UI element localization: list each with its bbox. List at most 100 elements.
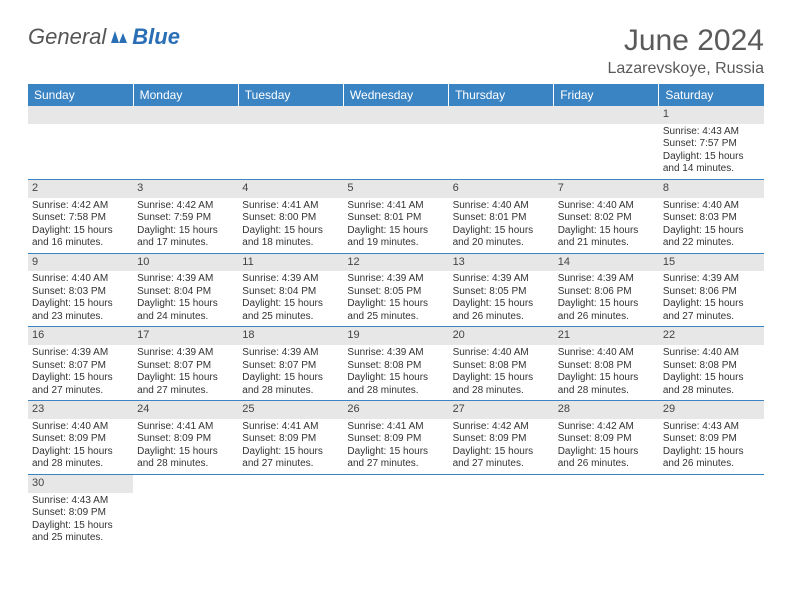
day-detail-line: Daylight: 15 hours: [558, 298, 655, 311]
day-header: Saturday: [659, 84, 764, 106]
day-detail-line: Daylight: 15 hours: [663, 446, 760, 459]
day-number: 17: [133, 327, 238, 345]
day-detail-line: Sunrise: 4:40 AM: [453, 347, 550, 360]
day-header: Thursday: [449, 84, 554, 106]
day-header: Friday: [554, 84, 659, 106]
empty-day-bar: [554, 106, 659, 124]
calendar-cell: 26Sunrise: 4:41 AMSunset: 8:09 PMDayligh…: [343, 401, 448, 475]
day-detail-line: Daylight: 15 hours: [453, 298, 550, 311]
day-detail-line: Daylight: 15 hours: [242, 446, 339, 459]
day-number: 26: [343, 401, 448, 419]
calendar-cell: 27Sunrise: 4:42 AMSunset: 8:09 PMDayligh…: [449, 401, 554, 475]
day-detail-line: Sunrise: 4:40 AM: [663, 200, 760, 213]
day-detail-line: Sunset: 8:07 PM: [242, 360, 339, 373]
day-detail-line: Daylight: 15 hours: [663, 225, 760, 238]
day-number: 20: [449, 327, 554, 345]
day-detail-line: Daylight: 15 hours: [347, 225, 444, 238]
day-details: Sunrise: 4:39 AMSunset: 8:04 PMDaylight:…: [137, 273, 234, 323]
day-detail-line: Daylight: 15 hours: [453, 225, 550, 238]
day-details: Sunrise: 4:40 AMSunset: 8:08 PMDaylight:…: [558, 347, 655, 397]
day-detail-line: and 20 minutes.: [453, 237, 550, 250]
day-number: 28: [554, 401, 659, 419]
day-detail-line: Sunrise: 4:43 AM: [32, 495, 129, 508]
logo-text-general: General: [28, 24, 106, 50]
day-detail-line: Daylight: 15 hours: [242, 225, 339, 238]
day-details: Sunrise: 4:42 AMSunset: 7:59 PMDaylight:…: [137, 200, 234, 250]
calendar-week-row: 2Sunrise: 4:42 AMSunset: 7:58 PMDaylight…: [28, 179, 764, 253]
day-detail-line: and 28 minutes.: [242, 385, 339, 398]
day-detail-line: Daylight: 15 hours: [137, 225, 234, 238]
day-details: Sunrise: 4:43 AMSunset: 8:09 PMDaylight:…: [32, 495, 129, 545]
title-block: June 2024 Lazarevskoye, Russia: [607, 24, 764, 78]
calendar-cell: 2Sunrise: 4:42 AMSunset: 7:58 PMDaylight…: [28, 179, 133, 253]
day-detail-line: Sunrise: 4:40 AM: [32, 421, 129, 434]
day-detail-line: Daylight: 15 hours: [242, 298, 339, 311]
day-detail-line: and 26 minutes.: [558, 311, 655, 324]
day-detail-line: Sunset: 8:06 PM: [663, 286, 760, 299]
calendar-cell: 15Sunrise: 4:39 AMSunset: 8:06 PMDayligh…: [659, 253, 764, 327]
day-details: Sunrise: 4:40 AMSunset: 8:01 PMDaylight:…: [453, 200, 550, 250]
day-detail-line: Sunset: 8:01 PM: [453, 212, 550, 225]
calendar-week-row: 16 Sunrise: 4:39 AMSunset: 8:07 PMDayligh…: [28, 327, 764, 401]
day-detail-line: Sunset: 8:07 PM: [32, 360, 129, 373]
day-number: 3: [133, 180, 238, 198]
day-detail-line: Sunset: 8:07 PM: [137, 360, 234, 373]
day-detail-line: and 25 minutes.: [242, 311, 339, 324]
day-details: Sunrise: 4:39 AMSunset: 8:04 PMDaylight:…: [242, 273, 339, 323]
empty-day-bar: [238, 106, 343, 124]
day-detail-line: and 27 minutes.: [663, 311, 760, 324]
day-detail-line: and 28 minutes.: [32, 458, 129, 471]
day-number: 9: [28, 254, 133, 272]
calendar-cell: [449, 474, 554, 547]
day-details: Sunrise: 4:39 AMSunset: 8:06 PMDaylight:…: [663, 273, 760, 323]
calendar-head: SundayMondayTuesdayWednesdayThursdayFrid…: [28, 84, 764, 106]
day-detail-line: Sunset: 8:09 PM: [32, 433, 129, 446]
day-number: 15: [659, 254, 764, 272]
calendar-cell: 12Sunrise: 4:39 AMSunset: 8:05 PMDayligh…: [343, 253, 448, 327]
day-detail-line: and 27 minutes.: [347, 458, 444, 471]
day-detail-line: Sunrise: 4:39 AM: [453, 273, 550, 286]
day-number: 6: [449, 180, 554, 198]
logo-flag-icon: [110, 29, 130, 45]
day-detail-line: Sunset: 8:00 PM: [242, 212, 339, 225]
day-details: Sunrise: 4:39 AMSunset: 8:07 PMDaylight:…: [242, 347, 339, 397]
day-detail-line: Sunset: 8:08 PM: [347, 360, 444, 373]
day-details: Sunrise: 4:43 AMSunset: 7:57 PMDaylight:…: [663, 126, 760, 176]
calendar-cell: 30Sunrise: 4:43 AMSunset: 8:09 PMDayligh…: [28, 474, 133, 547]
day-detail-line: Sunset: 8:01 PM: [347, 212, 444, 225]
day-number: 5: [343, 180, 448, 198]
day-detail-line: and 14 minutes.: [663, 163, 760, 176]
day-number: 24: [133, 401, 238, 419]
day-detail-line: Sunset: 8:05 PM: [347, 286, 444, 299]
calendar-cell: 21Sunrise: 4:40 AMSunset: 8:08 PMDayligh…: [554, 327, 659, 401]
calendar-cell: [238, 106, 343, 179]
day-detail-line: Sunset: 8:08 PM: [663, 360, 760, 373]
day-detail-line: Sunset: 8:09 PM: [453, 433, 550, 446]
calendar-cell: 5Sunrise: 4:41 AMSunset: 8:01 PMDaylight…: [343, 179, 448, 253]
day-detail-line: Sunset: 8:03 PM: [663, 212, 760, 225]
day-detail-line: and 23 minutes.: [32, 311, 129, 324]
day-number: 16: [28, 327, 133, 345]
day-detail-line: Sunrise: 4:42 AM: [32, 200, 129, 213]
day-detail-line: Daylight: 15 hours: [558, 225, 655, 238]
day-details: Sunrise: 4:40 AMSunset: 8:02 PMDaylight:…: [558, 200, 655, 250]
day-header: Monday: [133, 84, 238, 106]
calendar-body: 1Sunrise: 4:43 AMSunset: 7:57 PMDaylight…: [28, 106, 764, 548]
day-number: 22: [659, 327, 764, 345]
day-details: Sunrise: 4:39 AMSunset: 8:05 PMDaylight:…: [453, 273, 550, 323]
day-detail-line: and 25 minutes.: [32, 532, 129, 545]
day-detail-line: Sunrise: 4:43 AM: [663, 126, 760, 139]
calendar-cell: 16Sunrise: 4:39 AMSunset: 8:07 PMDayligh…: [28, 327, 133, 401]
calendar-cell: 13Sunrise: 4:39 AMSunset: 8:05 PMDayligh…: [449, 253, 554, 327]
day-detail-line: Daylight: 15 hours: [663, 151, 760, 164]
month-title: June 2024: [607, 24, 764, 58]
day-detail-line: and 28 minutes.: [558, 385, 655, 398]
day-detail-line: Sunrise: 4:42 AM: [453, 421, 550, 434]
day-header: Sunday: [28, 84, 133, 106]
day-number: 25: [238, 401, 343, 419]
day-detail-line: Sunrise: 4:39 AM: [242, 273, 339, 286]
calendar-cell: 7Sunrise: 4:40 AMSunset: 8:02 PMDaylight…: [554, 179, 659, 253]
day-detail-line: Sunset: 8:09 PM: [663, 433, 760, 446]
calendar-cell: 25Sunrise: 4:41 AMSunset: 8:09 PMDayligh…: [238, 401, 343, 475]
day-detail-line: Daylight: 15 hours: [137, 446, 234, 459]
